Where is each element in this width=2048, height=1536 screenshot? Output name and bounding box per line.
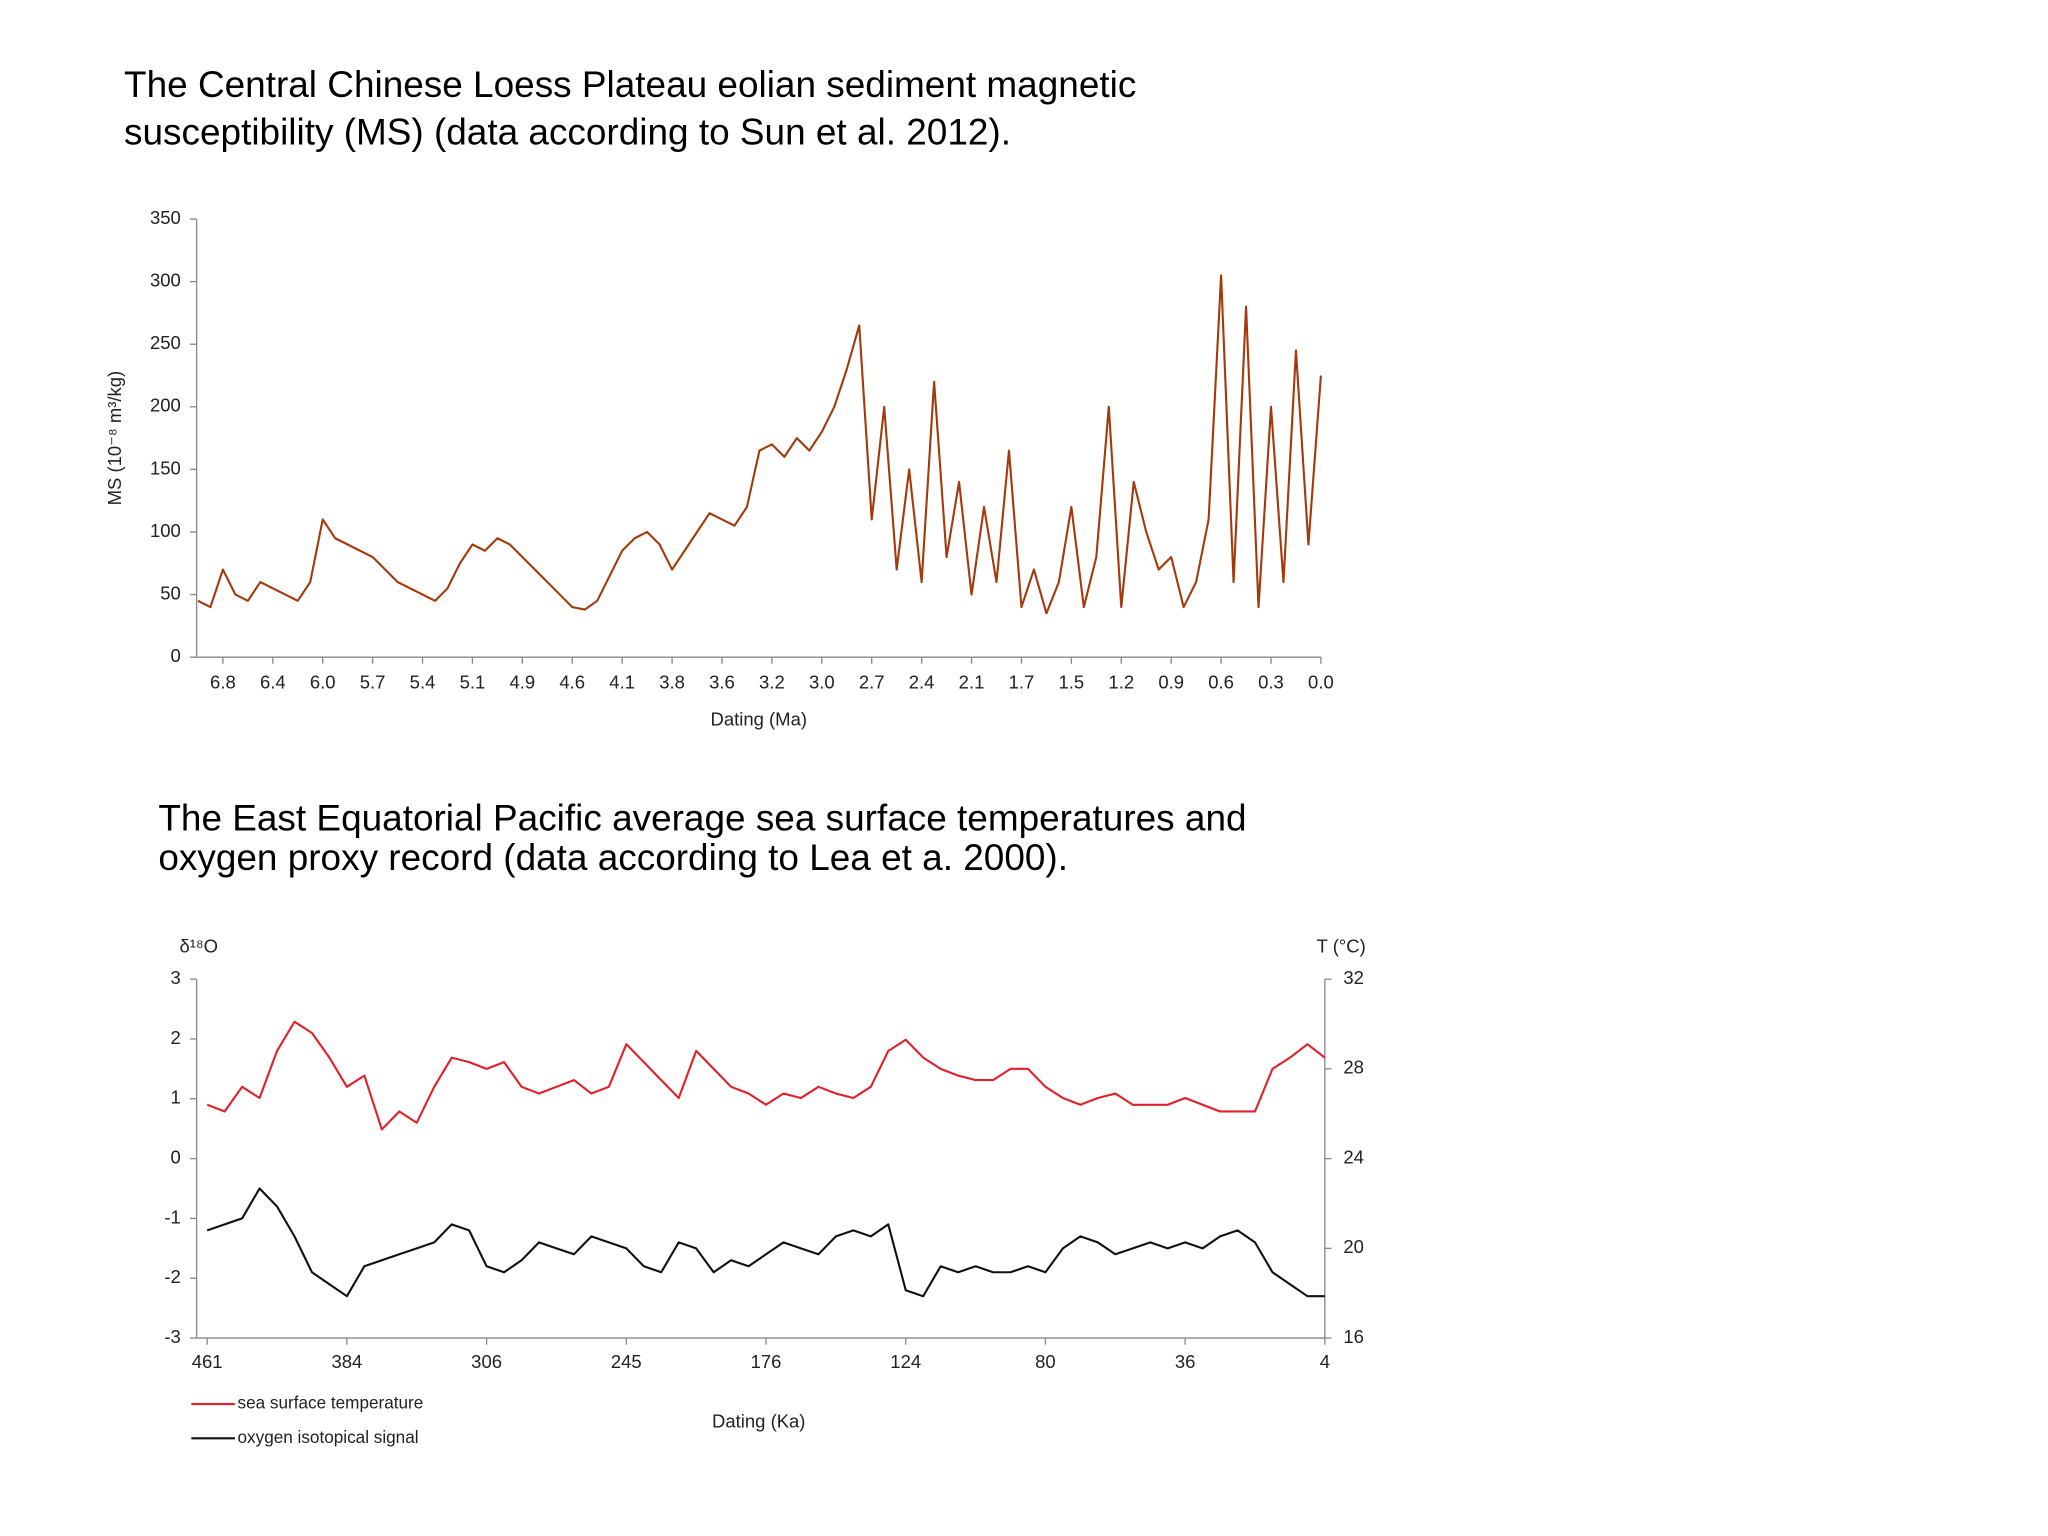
x-tick-label: 245 — [611, 1351, 642, 1372]
x-tick-label: 176 — [751, 1351, 782, 1372]
x-tick-label: 5.7 — [360, 671, 386, 692]
y-tick-label: 50 — [160, 582, 181, 603]
x-tick-label: 3.8 — [659, 671, 685, 692]
y-tick-label: 2 — [171, 1027, 181, 1048]
y-tick-label: 0 — [171, 1146, 181, 1167]
x-tick-label: 2.7 — [859, 671, 885, 692]
x-tick-label: 1.2 — [1108, 671, 1134, 692]
x-tick-label: 80 — [1035, 1351, 1056, 1372]
y-tick-label: 150 — [150, 457, 181, 478]
y-tick-label: 1 — [171, 1087, 181, 1108]
y-tick-label: 200 — [150, 395, 181, 416]
x-tick-label: 4.1 — [609, 671, 635, 692]
y2-tick-label: 24 — [1343, 1146, 1364, 1167]
y-tick-label: -1 — [164, 1206, 180, 1227]
x-tick-label: 1.5 — [1059, 671, 1085, 692]
x-tick-label: 3.2 — [759, 671, 785, 692]
x-tick-label: 124 — [890, 1351, 921, 1372]
y-tick-label: 350 — [150, 207, 181, 228]
legend-label: sea surface temperature — [238, 1393, 424, 1413]
y2-tick-label: 32 — [1343, 967, 1364, 988]
data-line — [206, 1020, 1326, 1131]
x-tick-label: 6.4 — [260, 671, 286, 692]
y2-tick-label: 16 — [1343, 1326, 1364, 1347]
y-tick-label: 100 — [150, 520, 181, 541]
y-axis-label: MS (10⁻⁸ m³/kg) — [104, 371, 125, 506]
y2-tick-label: 20 — [1343, 1236, 1364, 1257]
x-tick-label: 0.9 — [1158, 671, 1184, 692]
y-axis-label: δ¹⁸O — [179, 935, 218, 956]
x-axis-label: Dating (Ka) — [712, 1410, 805, 1431]
x-tick-label: 4 — [1320, 1351, 1330, 1372]
x-tick-label: 306 — [471, 1351, 502, 1372]
x-tick-label: 2.4 — [909, 671, 935, 692]
x-tick-label: 3.6 — [709, 671, 735, 692]
x-tick-label: 461 — [192, 1351, 223, 1372]
y-tick-label: -3 — [164, 1326, 180, 1347]
x-tick-label: 6.0 — [310, 671, 336, 692]
x-tick-label: 384 — [331, 1351, 362, 1372]
x-tick-label: 0.3 — [1258, 671, 1284, 692]
x-tick-label: 0.0 — [1308, 671, 1334, 692]
x-tick-label: 4.6 — [559, 671, 585, 692]
y2-axis-label: T (°C) — [1317, 935, 1366, 956]
x-tick-label: 0.6 — [1208, 671, 1234, 692]
x-tick-label: 5.4 — [410, 671, 436, 692]
y-tick-label: 250 — [150, 332, 181, 353]
y-tick-label: -2 — [164, 1266, 180, 1287]
data-line — [206, 1187, 1325, 1298]
x-tick-label: 1.7 — [1009, 671, 1035, 692]
x-tick-label: 2.1 — [959, 671, 985, 692]
x-tick-label: 5.1 — [460, 671, 486, 692]
y-tick-label: 0 — [171, 645, 181, 666]
legend-label: oxygen isotopical signal — [238, 1427, 419, 1447]
chart-title: susceptibility (MS) (data according to S… — [124, 111, 1011, 152]
chart-title: The Central Chinese Loess Plateau eolian… — [124, 64, 1136, 105]
y-tick-label: 300 — [150, 270, 181, 291]
x-axis-label: Dating (Ma) — [711, 708, 807, 729]
chart-title: oxygen proxy record (data according to L… — [158, 837, 1068, 878]
x-tick-label: 3.0 — [809, 671, 835, 692]
chart-title: The East Equatorial Pacific average sea … — [158, 798, 1246, 839]
data-line — [197, 274, 1322, 615]
x-tick-label: 36 — [1175, 1351, 1196, 1372]
x-tick-label: 6.8 — [210, 671, 236, 692]
y-tick-label: 3 — [171, 967, 181, 988]
y2-tick-label: 28 — [1343, 1057, 1364, 1078]
x-tick-label: 4.9 — [510, 671, 536, 692]
